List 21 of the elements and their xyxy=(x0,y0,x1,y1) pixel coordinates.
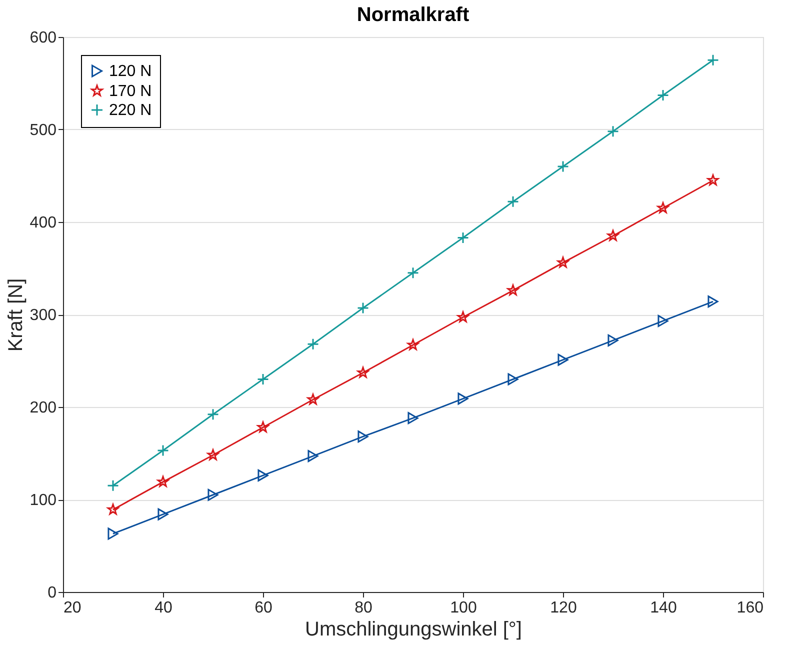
legend-label: 120 N xyxy=(109,63,152,80)
y-tick-label: 500 xyxy=(30,122,57,139)
x-tick-label: 80 xyxy=(354,600,372,616)
legend-label: 170 N xyxy=(109,83,152,100)
x-tick-label: 40 xyxy=(154,600,172,616)
x-axis-title: Umschlingungswinkel [°] xyxy=(305,618,522,640)
x-tick-label: 120 xyxy=(550,600,577,616)
y-tick-label: 600 xyxy=(30,30,57,46)
y-tick-label: 0 xyxy=(48,584,57,602)
y-tick-label: 200 xyxy=(30,400,57,416)
x-tick-label: 60 xyxy=(254,600,272,616)
x-tick-label: 140 xyxy=(650,600,677,616)
x-tick-label: 160 xyxy=(736,600,764,616)
x-tick-label: 20 xyxy=(64,600,82,616)
legend-label: 220 N xyxy=(109,102,152,119)
y-tick-label: 300 xyxy=(30,307,57,324)
y-axis-title: Kraft [N] xyxy=(4,278,27,352)
y-tick-label: 400 xyxy=(30,214,57,232)
chart-title: Normalkraft xyxy=(356,4,470,26)
x-tick-label: 100 xyxy=(450,600,477,616)
y-tick-label: 100 xyxy=(30,492,57,509)
